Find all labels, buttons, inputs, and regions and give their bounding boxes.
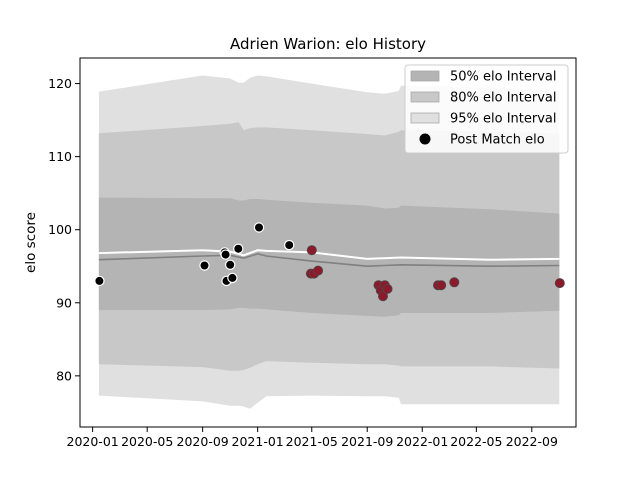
post-match-point xyxy=(306,245,317,256)
x-tick-label: 2020-05 xyxy=(121,434,173,449)
x-tick-label: 2021-09 xyxy=(341,434,393,449)
legend-marker-swatch xyxy=(419,133,431,145)
y-tick-label: 110 xyxy=(48,149,72,164)
post-match-point xyxy=(199,260,210,271)
legend-band-swatch xyxy=(410,112,440,124)
post-match-point xyxy=(436,280,447,291)
legend-label: 80% elo Interval xyxy=(450,91,557,106)
post-match-point xyxy=(382,283,393,294)
y-axis: 80 90 100 110 120 xyxy=(48,76,80,383)
y-tick-label: 100 xyxy=(48,222,72,237)
post-match-point xyxy=(94,275,105,287)
legend: 50% elo Interval 80% elo Interval 95% elo … xyxy=(404,64,569,154)
post-match-point xyxy=(449,277,460,288)
post-match-point xyxy=(284,239,295,251)
chart-title: Adrien Warion: elo History xyxy=(230,35,426,53)
legend-band-swatch xyxy=(410,91,440,103)
legend-label: 50% elo Interval xyxy=(450,70,557,85)
post-match-point xyxy=(313,265,324,276)
plot-layer xyxy=(94,75,565,409)
post-match-point xyxy=(227,272,238,284)
legend-band-swatch xyxy=(410,70,440,82)
post-match-point xyxy=(253,222,265,233)
post-match-point xyxy=(554,278,565,289)
post-match-point xyxy=(224,259,236,270)
post-match-point xyxy=(377,291,388,302)
y-tick-label: 80 xyxy=(56,368,72,383)
y-tick-label: 90 xyxy=(56,295,72,310)
x-tick-label: 2020-09 xyxy=(177,434,229,449)
post-match-point xyxy=(233,243,244,254)
x-tick-label: 2021-01 xyxy=(232,434,284,449)
post-match-point xyxy=(220,249,231,260)
legend-label: Post Match elo xyxy=(450,133,545,148)
legend-label: 95% elo Interval xyxy=(450,112,557,127)
x-tick-label: 2022-05 xyxy=(450,434,502,449)
x-tick-label: 2021-05 xyxy=(286,434,338,449)
y-axis-title: elo score xyxy=(23,212,39,273)
x-tick-label: 2022-09 xyxy=(506,434,558,449)
plot-frame xyxy=(79,57,577,428)
x-axis: 2020-01 2020-05 2020-09 2021-01 2021-05 2021-… xyxy=(67,427,558,449)
x-tick-label: 2022-01 xyxy=(396,434,448,449)
legend-box xyxy=(404,64,569,154)
y-tick-label: 120 xyxy=(48,76,72,91)
x-tick-label: 2020-01 xyxy=(67,434,119,449)
